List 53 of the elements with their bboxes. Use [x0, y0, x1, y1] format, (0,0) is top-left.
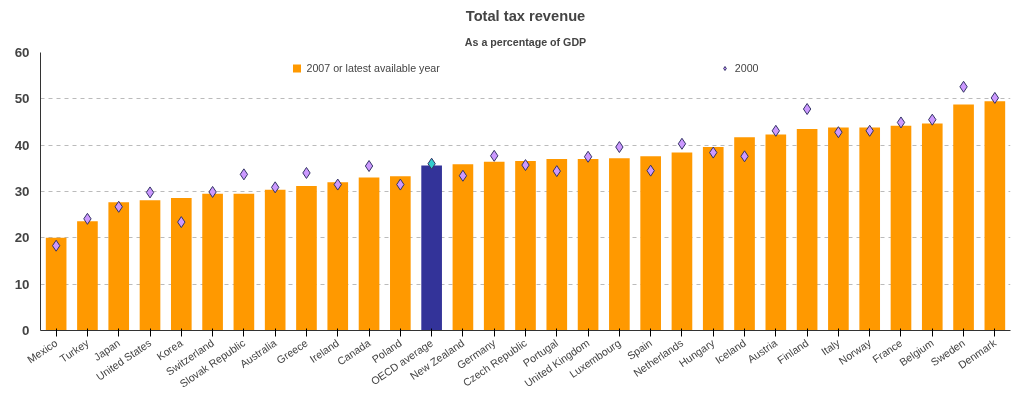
- bar: [796, 128, 818, 331]
- x-tick-label: Italy: [818, 336, 843, 358]
- bar: [890, 125, 912, 331]
- bar: [859, 127, 881, 331]
- bar: [734, 137, 755, 331]
- bar: [108, 202, 130, 331]
- point: [51, 239, 61, 252]
- point: [583, 150, 593, 163]
- legend-label: 2000: [734, 62, 759, 74]
- bar: [264, 189, 286, 331]
- legend-label: 2007 or latest available year: [306, 62, 440, 74]
- bar: [139, 200, 161, 331]
- bar: [390, 176, 411, 331]
- bar: [640, 156, 661, 331]
- bar: [452, 164, 474, 331]
- chart-subtitle: As a percentage of GDP: [464, 35, 587, 48]
- bar: [828, 127, 849, 331]
- bar: [233, 193, 255, 331]
- point: [990, 91, 1000, 104]
- bar: [358, 177, 380, 331]
- point: [677, 137, 687, 150]
- point: [239, 168, 249, 181]
- bar: [515, 160, 536, 331]
- chart-title: Total tax revenue: [465, 7, 586, 24]
- bar: [483, 161, 505, 331]
- bar: [921, 123, 943, 331]
- bar: [765, 134, 787, 331]
- bar: [671, 152, 693, 331]
- bar: [609, 158, 630, 331]
- y-tick-label: 20: [14, 230, 30, 246]
- point: [364, 160, 374, 173]
- bar: [327, 182, 349, 331]
- bar: [45, 237, 67, 331]
- bar: [577, 159, 599, 331]
- bar: [421, 165, 442, 331]
- y-tick-label: 50: [14, 91, 30, 107]
- bar: [170, 197, 192, 331]
- bar: [202, 193, 223, 331]
- bar: [953, 104, 974, 331]
- point: [896, 116, 906, 129]
- y-tick-label: 40: [14, 137, 30, 153]
- y-tick-label: 10: [14, 276, 30, 292]
- bar: [77, 221, 98, 331]
- bar: [296, 185, 317, 331]
- point: [458, 169, 468, 182]
- bar: [702, 147, 724, 331]
- bar: [984, 101, 1006, 331]
- y-tick-label: 60: [14, 45, 30, 60]
- bar: [546, 159, 568, 331]
- point: [802, 103, 812, 116]
- y-tick-label: 0: [22, 323, 30, 338]
- point: [145, 186, 155, 199]
- y-tick-label: 30: [14, 184, 30, 199]
